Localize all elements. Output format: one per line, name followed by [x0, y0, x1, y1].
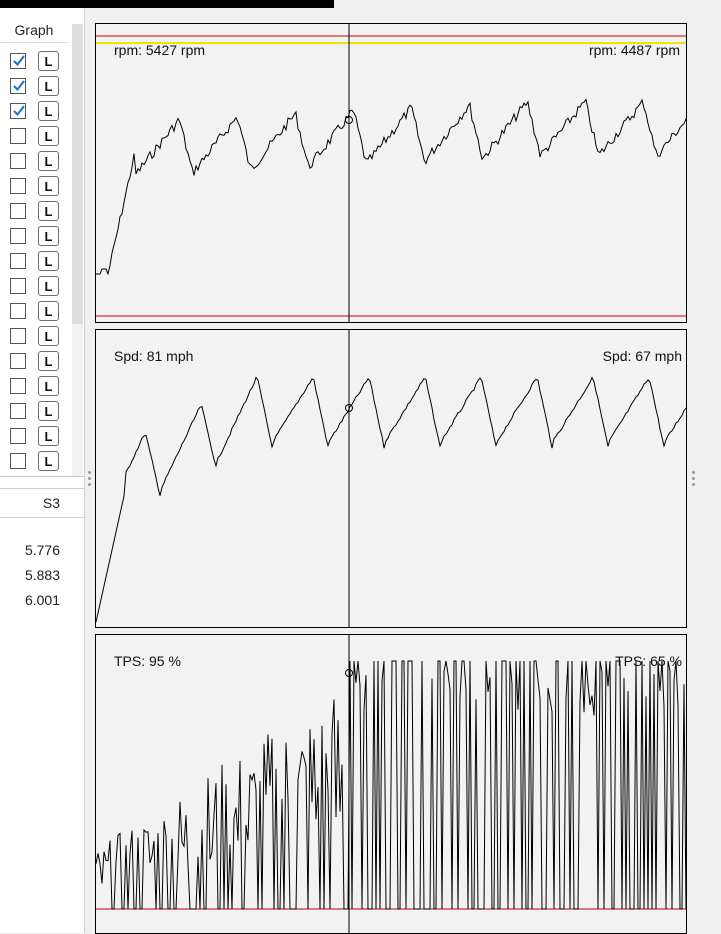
graph-checkbox[interactable] — [10, 203, 26, 219]
channel-row: L — [0, 425, 70, 450]
channel-row: L — [0, 325, 70, 350]
left-axis-button[interactable]: L — [38, 101, 59, 121]
rpm-plot-canvas — [96, 24, 686, 322]
tps-plot[interactable]: TPS: 95 % TPS: 65 % — [95, 634, 687, 934]
channel-row: L — [0, 275, 70, 300]
speed-left-value: Spd: 81 mph — [114, 348, 194, 364]
check-icon — [13, 55, 25, 67]
channel-row: L — [0, 400, 70, 425]
splitter-grip-dot[interactable] — [692, 477, 695, 480]
tps-trace — [96, 660, 686, 910]
channel-row: L — [0, 75, 70, 100]
graph-column-header: Graph — [0, 18, 68, 43]
left-axis-button[interactable]: L — [38, 276, 59, 296]
panel-splitter[interactable] — [0, 476, 84, 477]
left-axis-button[interactable]: L — [38, 301, 59, 321]
graph-checkbox[interactable] — [10, 353, 26, 369]
tps-cursor-value: TPS: 65 % — [615, 653, 682, 669]
cursor-marker — [345, 404, 353, 412]
s3-column-header[interactable]: S3 — [0, 488, 84, 518]
channel-row: L — [0, 450, 70, 475]
left-axis-button[interactable]: L — [38, 176, 59, 196]
channel-row: L — [0, 300, 70, 325]
graph-checkbox[interactable] — [10, 328, 26, 344]
channel-row: L — [0, 375, 70, 400]
graph-checkbox[interactable] — [10, 303, 26, 319]
left-axis-button[interactable]: L — [38, 76, 59, 96]
graph-checkbox[interactable] — [10, 128, 26, 144]
tps-left-value: TPS: 95 % — [114, 653, 181, 669]
cursor-marker — [345, 669, 353, 677]
speed-trace — [96, 376, 686, 623]
rpm-trace — [96, 98, 686, 276]
left-axis-button[interactable]: L — [38, 451, 59, 471]
left-axis-button[interactable]: L — [38, 51, 59, 71]
channel-row: L — [0, 250, 70, 275]
left-axis-button[interactable]: L — [38, 376, 59, 396]
splitter-grip-dot[interactable] — [692, 483, 695, 486]
check-icon — [13, 105, 25, 117]
rpm-plot[interactable]: rpm: 5427 rpm rpm: 4487 rpm — [95, 23, 687, 323]
channel-row: L — [0, 150, 70, 175]
channel-row: L — [0, 50, 70, 75]
graph-header-label: Graph — [14, 22, 54, 38]
graph-checkbox[interactable] — [10, 78, 26, 94]
splitter-grip-dot[interactable] — [88, 477, 91, 480]
scrollbar-thumb[interactable] — [72, 24, 83, 324]
tps-plot-canvas — [96, 635, 686, 933]
s3-value: 5.776 — [24, 542, 60, 558]
rpm-left-value: rpm: 5427 rpm — [114, 42, 206, 58]
s3-value: 6.001 — [24, 592, 60, 608]
graph-checkbox[interactable] — [10, 378, 26, 394]
s3-value: 5.883 — [24, 567, 60, 583]
speed-cursor-value: Spd: 67 mph — [602, 348, 682, 364]
channel-row: L — [0, 350, 70, 375]
check-icon — [13, 80, 25, 92]
graph-checkbox[interactable] — [10, 178, 26, 194]
graph-checkbox[interactable] — [10, 278, 26, 294]
graph-checkbox[interactable] — [10, 103, 26, 119]
graph-checkbox[interactable] — [10, 53, 26, 69]
speed-plot-canvas — [96, 330, 686, 627]
left-axis-button[interactable]: L — [38, 351, 59, 371]
speed-plot[interactable]: Spd: 81 mph Spd: 67 mph — [95, 329, 687, 628]
splitter-grip-dot[interactable] — [88, 483, 91, 486]
left-axis-button[interactable]: L — [38, 126, 59, 146]
splitter-grip-dot[interactable] — [692, 471, 695, 474]
title-bar-strip — [0, 0, 334, 8]
channel-row: L — [0, 200, 70, 225]
graph-checkbox[interactable] — [10, 428, 26, 444]
graph-checkbox[interactable] — [10, 403, 26, 419]
left-axis-button[interactable]: L — [38, 226, 59, 246]
channel-row: L — [0, 100, 70, 125]
left-axis-button[interactable]: L — [38, 326, 59, 346]
splitter-grip-dot[interactable] — [88, 471, 91, 474]
left-axis-button[interactable]: L — [38, 151, 59, 171]
channel-row: L — [0, 125, 70, 150]
graph-checkbox[interactable] — [10, 153, 26, 169]
graph-checkbox[interactable] — [10, 253, 26, 269]
left-axis-button[interactable]: L — [38, 426, 59, 446]
left-axis-button[interactable]: L — [38, 201, 59, 221]
rpm-cursor-value: rpm: 4487 rpm — [588, 42, 680, 58]
left-axis-button[interactable]: L — [38, 251, 59, 271]
graph-checkbox[interactable] — [10, 228, 26, 244]
graph-checkbox[interactable] — [10, 453, 26, 469]
left-axis-button[interactable]: L — [38, 401, 59, 421]
channel-row: L — [0, 225, 70, 250]
cursor-marker — [345, 116, 353, 124]
s3-header-label: S3 — [42, 495, 60, 511]
channel-row: L — [0, 175, 70, 200]
